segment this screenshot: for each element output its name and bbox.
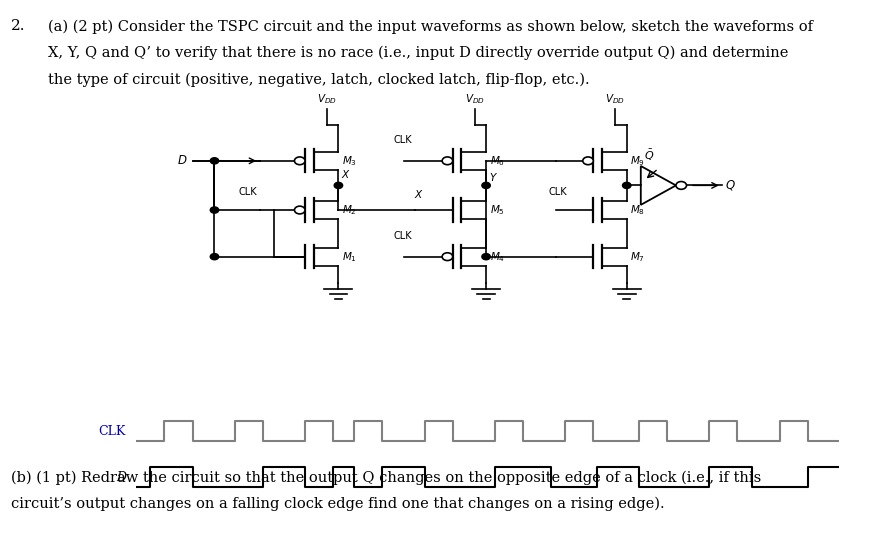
Text: X: X [342, 170, 349, 180]
Text: D: D [116, 471, 126, 484]
Circle shape [294, 157, 305, 165]
Circle shape [294, 206, 305, 214]
Text: 2.: 2. [11, 19, 25, 33]
Text: $M_{7}$: $M_{7}$ [630, 250, 644, 264]
Text: $\bar{Q}$: $\bar{Q}$ [644, 148, 654, 163]
Circle shape [210, 207, 219, 213]
Text: circuit’s output changes on a falling clock edge find one that changes on a risi: circuit’s output changes on a falling cl… [11, 497, 665, 511]
Text: $M_{1}$: $M_{1}$ [342, 250, 356, 264]
Text: Q: Q [724, 179, 734, 192]
Text: CLK: CLK [393, 135, 412, 145]
Text: CLK: CLK [238, 187, 256, 197]
Text: $M_{8}$: $M_{8}$ [630, 203, 644, 217]
Circle shape [675, 181, 686, 189]
Text: Y: Y [489, 173, 495, 183]
Text: the type of circuit (positive, negative, latch, clocked latch, flip-flop, etc.).: the type of circuit (positive, negative,… [48, 73, 589, 87]
Circle shape [481, 254, 490, 260]
Circle shape [442, 157, 452, 165]
Text: $M_{3}$: $M_{3}$ [342, 154, 356, 168]
Text: D: D [177, 155, 186, 167]
Text: $M_{4}$: $M_{4}$ [489, 250, 504, 264]
Circle shape [442, 253, 452, 260]
Circle shape [210, 254, 219, 260]
Text: $V_{DD}$: $V_{DD}$ [464, 93, 484, 106]
Text: $V_{DD}$: $V_{DD}$ [317, 93, 336, 106]
Circle shape [622, 182, 630, 189]
Circle shape [334, 182, 342, 189]
Text: $M_{2}$: $M_{2}$ [342, 203, 356, 217]
Text: CLK: CLK [98, 425, 126, 438]
Circle shape [582, 157, 593, 165]
Circle shape [210, 158, 219, 164]
Text: X, Y, Q and Q’ to verify that there is no race (i.e., input D directly override : X, Y, Q and Q’ to verify that there is n… [48, 46, 788, 60]
Text: CLK: CLK [393, 231, 412, 241]
Text: X: X [414, 190, 421, 199]
Text: $M_{5}$: $M_{5}$ [489, 203, 504, 217]
Text: CLK: CLK [548, 187, 566, 197]
Text: (b) (1 pt) Redraw the circuit so that the output Q changes on the opposite edge : (b) (1 pt) Redraw the circuit so that th… [11, 470, 761, 484]
Text: (a) (2 pt) Consider the TSPC circuit and the input waveforms as shown below, ske: (a) (2 pt) Consider the TSPC circuit and… [48, 19, 812, 33]
Text: $M_{9}$: $M_{9}$ [630, 154, 644, 168]
Text: $M_{6}$: $M_{6}$ [489, 154, 504, 168]
Text: $V_{DD}$: $V_{DD}$ [605, 93, 624, 106]
Circle shape [481, 182, 490, 189]
